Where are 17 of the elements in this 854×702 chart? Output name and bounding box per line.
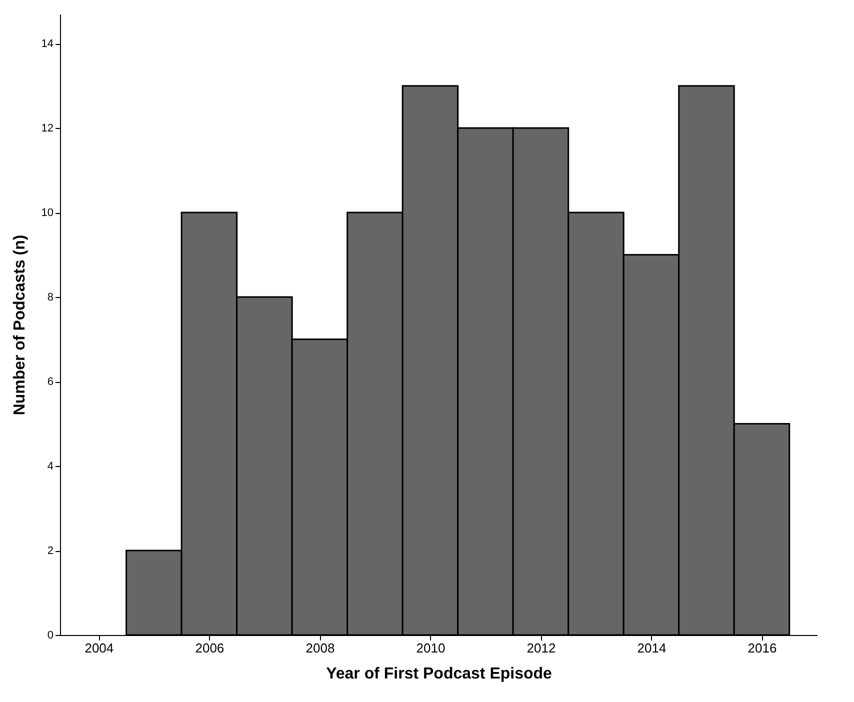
x-tick-label: 2014 bbox=[637, 640, 666, 656]
x-tick-label: 2012 bbox=[526, 640, 556, 656]
x-tick-label: 2016 bbox=[748, 640, 777, 656]
x-tick-label: 2006 bbox=[195, 640, 224, 656]
y-tick-label: 0 bbox=[47, 630, 54, 642]
x-tick-label: 2004 bbox=[84, 640, 114, 656]
y-tick-label: 8 bbox=[47, 292, 54, 304]
y-axis-title: Number of Podcasts (n) bbox=[11, 234, 28, 416]
y-tick-label: 2 bbox=[47, 545, 54, 558]
y-tick-label: 6 bbox=[47, 376, 54, 388]
x-tick-label: 2010 bbox=[416, 640, 446, 656]
x-tick-label: 2008 bbox=[306, 640, 335, 656]
y-tick-label: 4 bbox=[47, 460, 54, 473]
y-tick-label: 10 bbox=[41, 207, 54, 220]
y-tick-label: 14 bbox=[41, 38, 54, 50]
x-axis-title: Year of First Podcast Episode bbox=[326, 666, 552, 682]
y-tick-label: 12 bbox=[41, 122, 54, 135]
